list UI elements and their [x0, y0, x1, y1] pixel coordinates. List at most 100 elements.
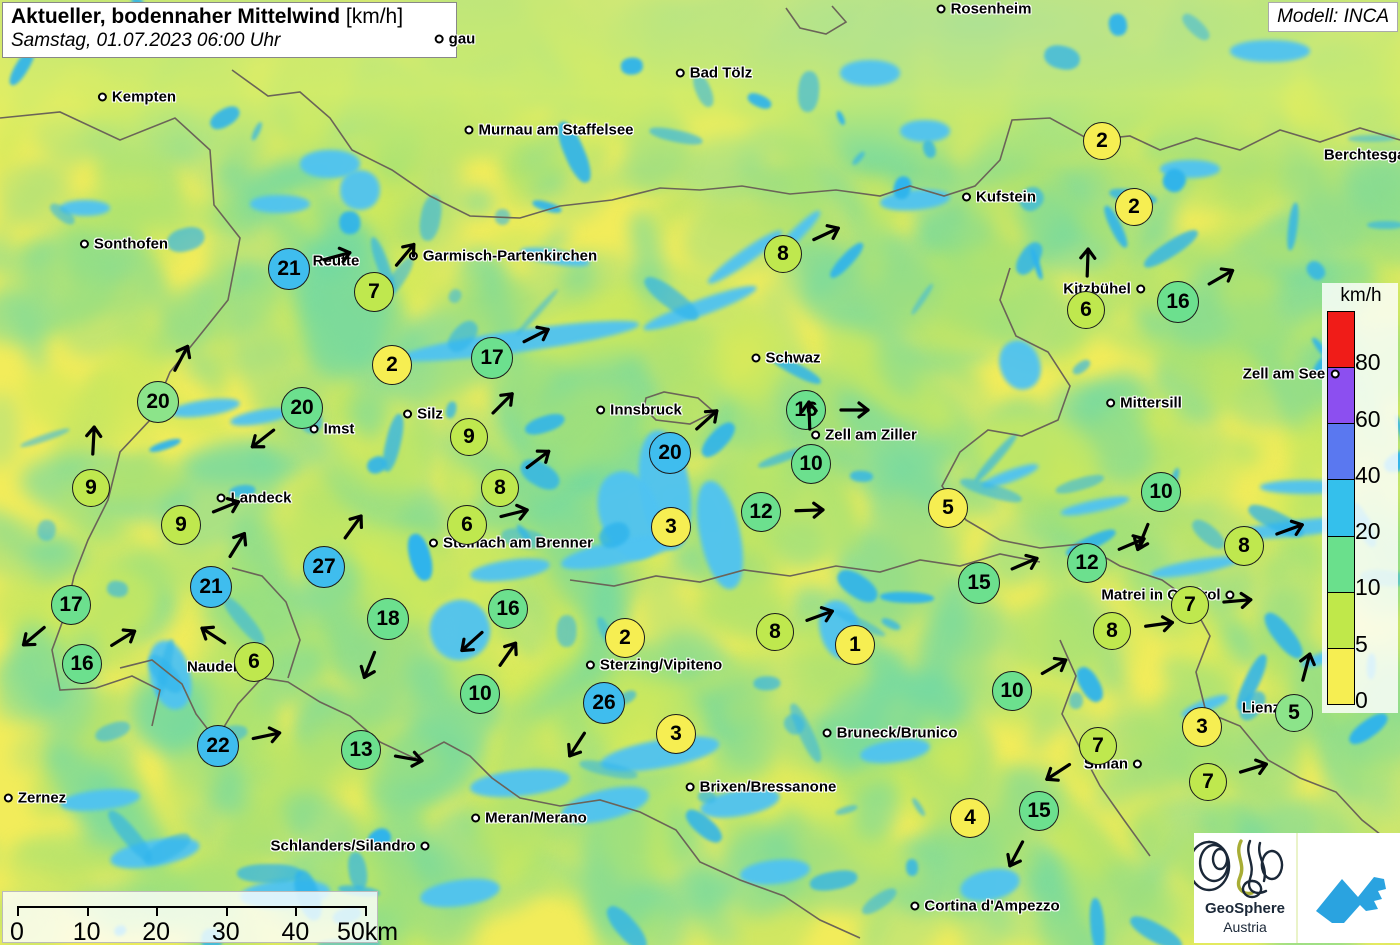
legend-colorbar: [1327, 311, 1355, 705]
wind-speed-value: 20: [658, 441, 682, 464]
scale-tick: [365, 906, 367, 916]
geosphere-logo-line1: GeoSphere: [1204, 900, 1286, 917]
wind-station-marker[interactable]: 3: [1182, 707, 1222, 747]
geosphere-logo: GeoSphere Austria: [1187, 833, 1296, 943]
scale-tick: [295, 906, 298, 916]
wind-speed-value: 17: [59, 593, 83, 616]
wind-station-marker[interactable]: 2: [372, 345, 412, 385]
wind-station-marker[interactable]: 16: [786, 390, 826, 430]
wind-speed-value: 9: [85, 476, 97, 499]
wind-speed-value: 17: [480, 346, 504, 369]
wind-station-marker[interactable]: 1: [835, 625, 875, 665]
wind-speed-value: 8: [1106, 619, 1118, 642]
scale-label-10: 10: [72, 918, 101, 945]
wind-speed-value: 12: [1075, 551, 1099, 574]
wind-station-marker[interactable]: 21: [190, 566, 232, 608]
wind-station-marker[interactable]: 15: [1019, 791, 1059, 831]
wind-station-marker[interactable]: 27: [303, 546, 345, 588]
wind-station-marker[interactable]: 9: [72, 469, 110, 507]
wind-station-marker[interactable]: 2: [1115, 188, 1153, 226]
wind-speed-value: 21: [199, 575, 223, 598]
wind-station-marker[interactable]: 7: [1171, 586, 1209, 624]
wind-station-marker[interactable]: 20: [137, 381, 179, 423]
scale-label-40: 40: [281, 918, 310, 945]
wind-speed-value: 5: [942, 496, 954, 519]
wind-speed-value: 10: [799, 452, 823, 475]
wind-station-marker[interactable]: 6: [234, 642, 274, 682]
model-label: Modell: INCA: [1268, 2, 1398, 32]
wind-station-marker[interactable]: 2: [1083, 122, 1121, 160]
legend-tick-60: 60: [1355, 405, 1381, 432]
wind-station-marker[interactable]: 9: [161, 505, 201, 545]
wind-speed-value: 8: [1238, 534, 1250, 557]
wind-station-marker[interactable]: 4: [950, 798, 990, 838]
wind-speed-value: 15: [1027, 799, 1051, 822]
wind-station-marker[interactable]: 8: [1093, 612, 1131, 650]
legend-tick-40: 40: [1355, 461, 1381, 488]
wind-speed-value: 18: [376, 607, 400, 630]
wind-speed-value: 26: [592, 691, 616, 714]
wind-station-marker[interactable]: 12: [741, 492, 781, 532]
scale-label-30: 30: [211, 918, 240, 945]
wind-station-marker[interactable]: 7: [1079, 727, 1117, 765]
wind-station-marker[interactable]: 16: [1157, 281, 1199, 323]
geosphere-contour-icon: [1187, 839, 1284, 899]
wind-speed-value: 16: [496, 597, 520, 620]
wind-station-marker[interactable]: 16: [62, 644, 102, 684]
wind-station-marker[interactable]: 8: [756, 613, 794, 651]
wind-station-marker[interactable]: 10: [992, 671, 1032, 711]
wind-station-marker[interactable]: 10: [460, 674, 500, 714]
wind-speed-value: 2: [1096, 129, 1108, 152]
wind-station-marker[interactable]: 18: [367, 598, 409, 640]
wind-station-marker[interactable]: 8: [481, 469, 519, 507]
wind-speed-value: 16: [1166, 290, 1190, 313]
wind-speed-value: 3: [670, 722, 682, 745]
wind-station-marker[interactable]: 6: [1067, 291, 1105, 329]
wind-station-marker[interactable]: 15: [958, 562, 1000, 604]
wind-station-marker[interactable]: 12: [1067, 543, 1107, 583]
wind-station-marker[interactable]: 13: [341, 730, 381, 770]
wind-station-marker[interactable]: 17: [471, 337, 513, 379]
wind-station-marker[interactable]: 10: [1141, 472, 1181, 512]
scale-label-0: 0: [10, 918, 24, 945]
legend-band-60-80: [1328, 368, 1354, 425]
wind-station-marker[interactable]: 5: [1275, 694, 1313, 732]
wind-speed-value: 20: [290, 396, 314, 419]
wind-speed-value: 7: [1092, 734, 1104, 757]
wind-station-marker[interactable]: 7: [354, 272, 394, 312]
wind-station-marker[interactable]: 8: [764, 235, 802, 273]
wind-station-marker[interactable]: 3: [651, 507, 691, 547]
wind-station-marker[interactable]: 16: [488, 589, 528, 629]
wind-station-marker[interactable]: 20: [281, 387, 323, 429]
wind-station-marker[interactable]: 5: [928, 488, 968, 528]
scale-label-50km: 50km: [337, 918, 399, 945]
wind-speed-value: 15: [967, 571, 991, 594]
wind-speed-value: 6: [1080, 298, 1092, 321]
wind-station-marker[interactable]: 6: [447, 505, 487, 545]
wind-station-marker[interactable]: 21: [268, 248, 310, 290]
scale-bar-line: [17, 906, 365, 918]
wind-speed-value: 2: [386, 353, 398, 376]
wind-speed-value: 8: [777, 242, 789, 265]
wind-speed-value: 9: [463, 425, 475, 448]
wind-station-marker[interactable]: 2: [605, 618, 645, 658]
wind-speed-value: 8: [494, 476, 506, 499]
wind-station-marker[interactable]: 20: [649, 432, 691, 474]
wind-station-marker[interactable]: 3: [656, 714, 696, 754]
legend-tick-80: 80: [1355, 349, 1381, 376]
wind-speed-value: 13: [349, 738, 373, 761]
scale-bar: 0 10 20 30 40 50km: [2, 891, 398, 945]
page-title: Aktueller, bodennaher Mittelwind [km/h]: [11, 5, 448, 29]
wind-speed-value: 3: [1196, 715, 1208, 738]
wind-station-marker[interactable]: 26: [583, 682, 625, 724]
wind-station-marker[interactable]: 9: [450, 418, 488, 456]
wind-station-marker[interactable]: 22: [197, 725, 239, 767]
wind-station-marker[interactable]: 7: [1189, 763, 1227, 801]
wind-station-marker[interactable]: 8: [1224, 526, 1264, 566]
legend-band-0-5: [1328, 648, 1354, 704]
wind-station-marker[interactable]: 17: [51, 585, 91, 625]
legend-band-80+: [1328, 312, 1354, 369]
legend-tick-5: 5: [1355, 630, 1368, 657]
wind-station-marker[interactable]: 10: [791, 444, 831, 484]
